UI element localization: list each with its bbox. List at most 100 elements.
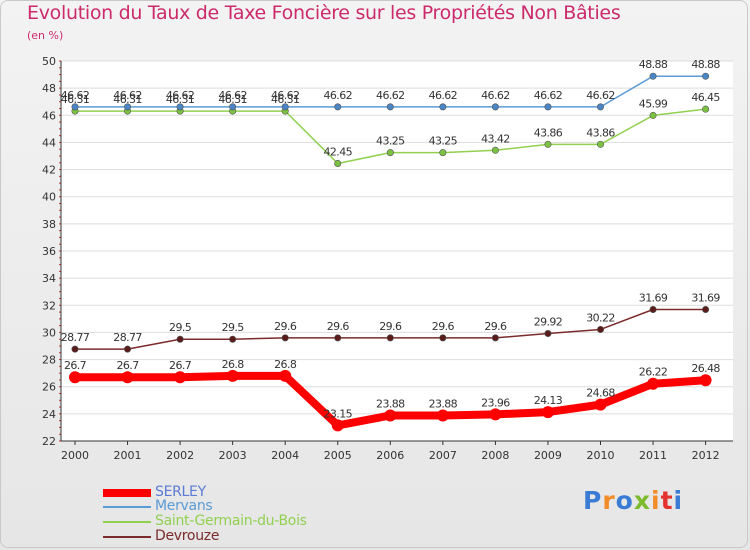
- data-label: 46.31: [218, 93, 247, 106]
- data-point: [649, 111, 657, 119]
- x-tick-label: 2004: [271, 449, 299, 462]
- unit-label: (en %): [27, 29, 64, 42]
- x-tick-label: 2002: [166, 449, 194, 462]
- data-label: 43.25: [376, 135, 405, 148]
- data-label: 43.42: [481, 132, 510, 145]
- data-point: [281, 103, 289, 111]
- data-point: [69, 371, 81, 384]
- data-label: 46.45: [691, 91, 720, 104]
- data-label: 23.96: [481, 396, 510, 409]
- data-label: 46.31: [61, 93, 90, 106]
- data-point: [124, 103, 132, 111]
- data-point: [699, 374, 712, 387]
- x-tick-label: 2000: [61, 449, 89, 462]
- data-label: 29.5: [169, 321, 192, 334]
- data-label: 46.62: [166, 89, 195, 102]
- data-label: 29.6: [484, 320, 507, 333]
- data-label: 31.69: [639, 291, 668, 304]
- y-tick-label: 44: [42, 136, 56, 149]
- data-label: 28.77: [61, 331, 90, 344]
- data-point: [279, 369, 292, 382]
- data-label: 31.69: [691, 291, 720, 304]
- data-label: 46.62: [61, 89, 90, 102]
- x-tick-label: 2008: [481, 449, 509, 462]
- chart-title: Evolution du Taux de Taxe Foncière sur l…: [27, 2, 621, 24]
- y-tick-label: 36: [42, 245, 56, 258]
- data-point: [334, 159, 342, 167]
- y-tick-label: 34: [42, 272, 56, 285]
- data-point: [596, 325, 604, 333]
- data-point: [384, 409, 397, 422]
- data-point: [439, 334, 447, 342]
- y-tick-label: 38: [42, 218, 56, 231]
- data-point: [647, 377, 660, 390]
- data-point: [386, 334, 394, 342]
- data-label: 46.62: [534, 89, 563, 102]
- x-tick-label: 2009: [534, 449, 562, 462]
- legend-swatch: [103, 536, 151, 538]
- data-label: 46.62: [113, 89, 142, 102]
- x-tick-label: 2005: [324, 449, 352, 462]
- data-point: [491, 334, 499, 342]
- data-label: 46.31: [166, 93, 195, 106]
- data-label: 28.77: [113, 331, 142, 344]
- data-label: 48.88: [639, 58, 668, 71]
- data-point: [596, 103, 604, 111]
- data-point: [439, 149, 447, 157]
- data-point: [702, 305, 710, 313]
- y-tick-label: 32: [42, 299, 56, 312]
- y-tick-label: 48: [42, 82, 56, 95]
- data-point: [702, 105, 710, 113]
- data-point: [331, 419, 344, 432]
- legend-label: Devrouze: [155, 528, 220, 544]
- x-tick-label: 2010: [587, 449, 615, 462]
- data-point: [176, 103, 184, 111]
- data-point: [334, 334, 342, 342]
- data-point: [491, 103, 499, 111]
- y-tick-label: 30: [42, 326, 56, 339]
- data-point: [596, 140, 604, 148]
- data-label: 26.7: [64, 359, 87, 372]
- data-label: 46.62: [481, 89, 510, 102]
- y-tick-label: 22: [42, 435, 56, 448]
- x-tick-label: 2006: [376, 449, 404, 462]
- data-label: 30.22: [586, 311, 615, 324]
- data-label: 46.31: [271, 93, 300, 106]
- x-tick-label: 2012: [692, 449, 720, 462]
- legend-label: Mervans: [155, 498, 213, 514]
- data-label: 26.7: [169, 359, 192, 372]
- data-label: 26.22: [639, 366, 668, 379]
- legend-label: SERLEY: [155, 484, 206, 500]
- legend-swatch: [103, 506, 151, 508]
- data-point: [594, 398, 607, 411]
- data-label: 48.88: [691, 58, 720, 71]
- data-point: [174, 371, 187, 384]
- data-label: 46.62: [376, 89, 405, 102]
- x-tick-label: 2001: [114, 449, 142, 462]
- data-label: 46.62: [324, 89, 353, 102]
- data-label: 26.8: [222, 358, 245, 371]
- data-label: 46.62: [586, 89, 615, 102]
- data-label: 42.45: [324, 145, 353, 158]
- x-tick-label: 2011: [639, 449, 667, 462]
- data-point: [541, 406, 554, 419]
- legend-swatch: [103, 489, 151, 497]
- data-point: [229, 335, 237, 343]
- data-label: 26.7: [117, 359, 140, 372]
- data-label: 26.8: [274, 358, 297, 371]
- data-label: 45.99: [639, 97, 668, 110]
- y-tick-label: 46: [42, 109, 56, 122]
- data-label: 24.13: [534, 394, 563, 407]
- data-label: 43.25: [429, 135, 458, 148]
- data-point: [489, 408, 502, 421]
- data-point: [121, 371, 134, 384]
- data-point: [491, 146, 499, 154]
- data-label: 26.48: [691, 362, 720, 375]
- data-point: [649, 305, 657, 313]
- data-point: [436, 409, 449, 422]
- data-point: [544, 140, 552, 148]
- data-point: [71, 345, 79, 353]
- data-point: [281, 334, 289, 342]
- data-label: 46.62: [271, 89, 300, 102]
